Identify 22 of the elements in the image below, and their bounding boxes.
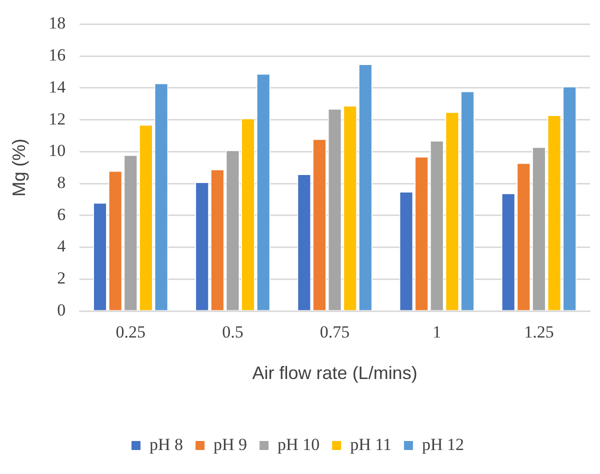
y-tick-label: 4 [57, 236, 66, 256]
y-axis-title: Mg (%) [8, 138, 29, 197]
y-tick-label: 16 [48, 46, 66, 65]
y-tick-label: 6 [57, 204, 66, 224]
y-tick-label: 14 [48, 77, 66, 96]
y-tick-label: 10 [48, 141, 66, 160]
legend-label: pH 9 [214, 434, 248, 454]
legend-label: pH 11 [350, 434, 392, 454]
y-tick-label: 2 [57, 268, 66, 288]
y-tick-label: 12 [48, 109, 66, 128]
legend-label: pH 10 [278, 434, 320, 454]
x-tick-label: 0.25 [116, 322, 146, 342]
y-tick-label: 8 [57, 173, 66, 192]
x-tick-label: 1 [432, 322, 442, 342]
y-tick-label: 0 [57, 300, 66, 320]
x-tick-label: 0.75 [320, 322, 350, 342]
legend-label: pH 12 [422, 434, 464, 454]
x-tick-label: 1.25 [524, 322, 554, 342]
legend-label: pH 8 [150, 434, 184, 454]
y-tick-label: 18 [48, 14, 66, 33]
x-tick-label: 0.5 [222, 322, 244, 342]
x-axis-title: Air flow rate (L/mins) [252, 363, 418, 384]
